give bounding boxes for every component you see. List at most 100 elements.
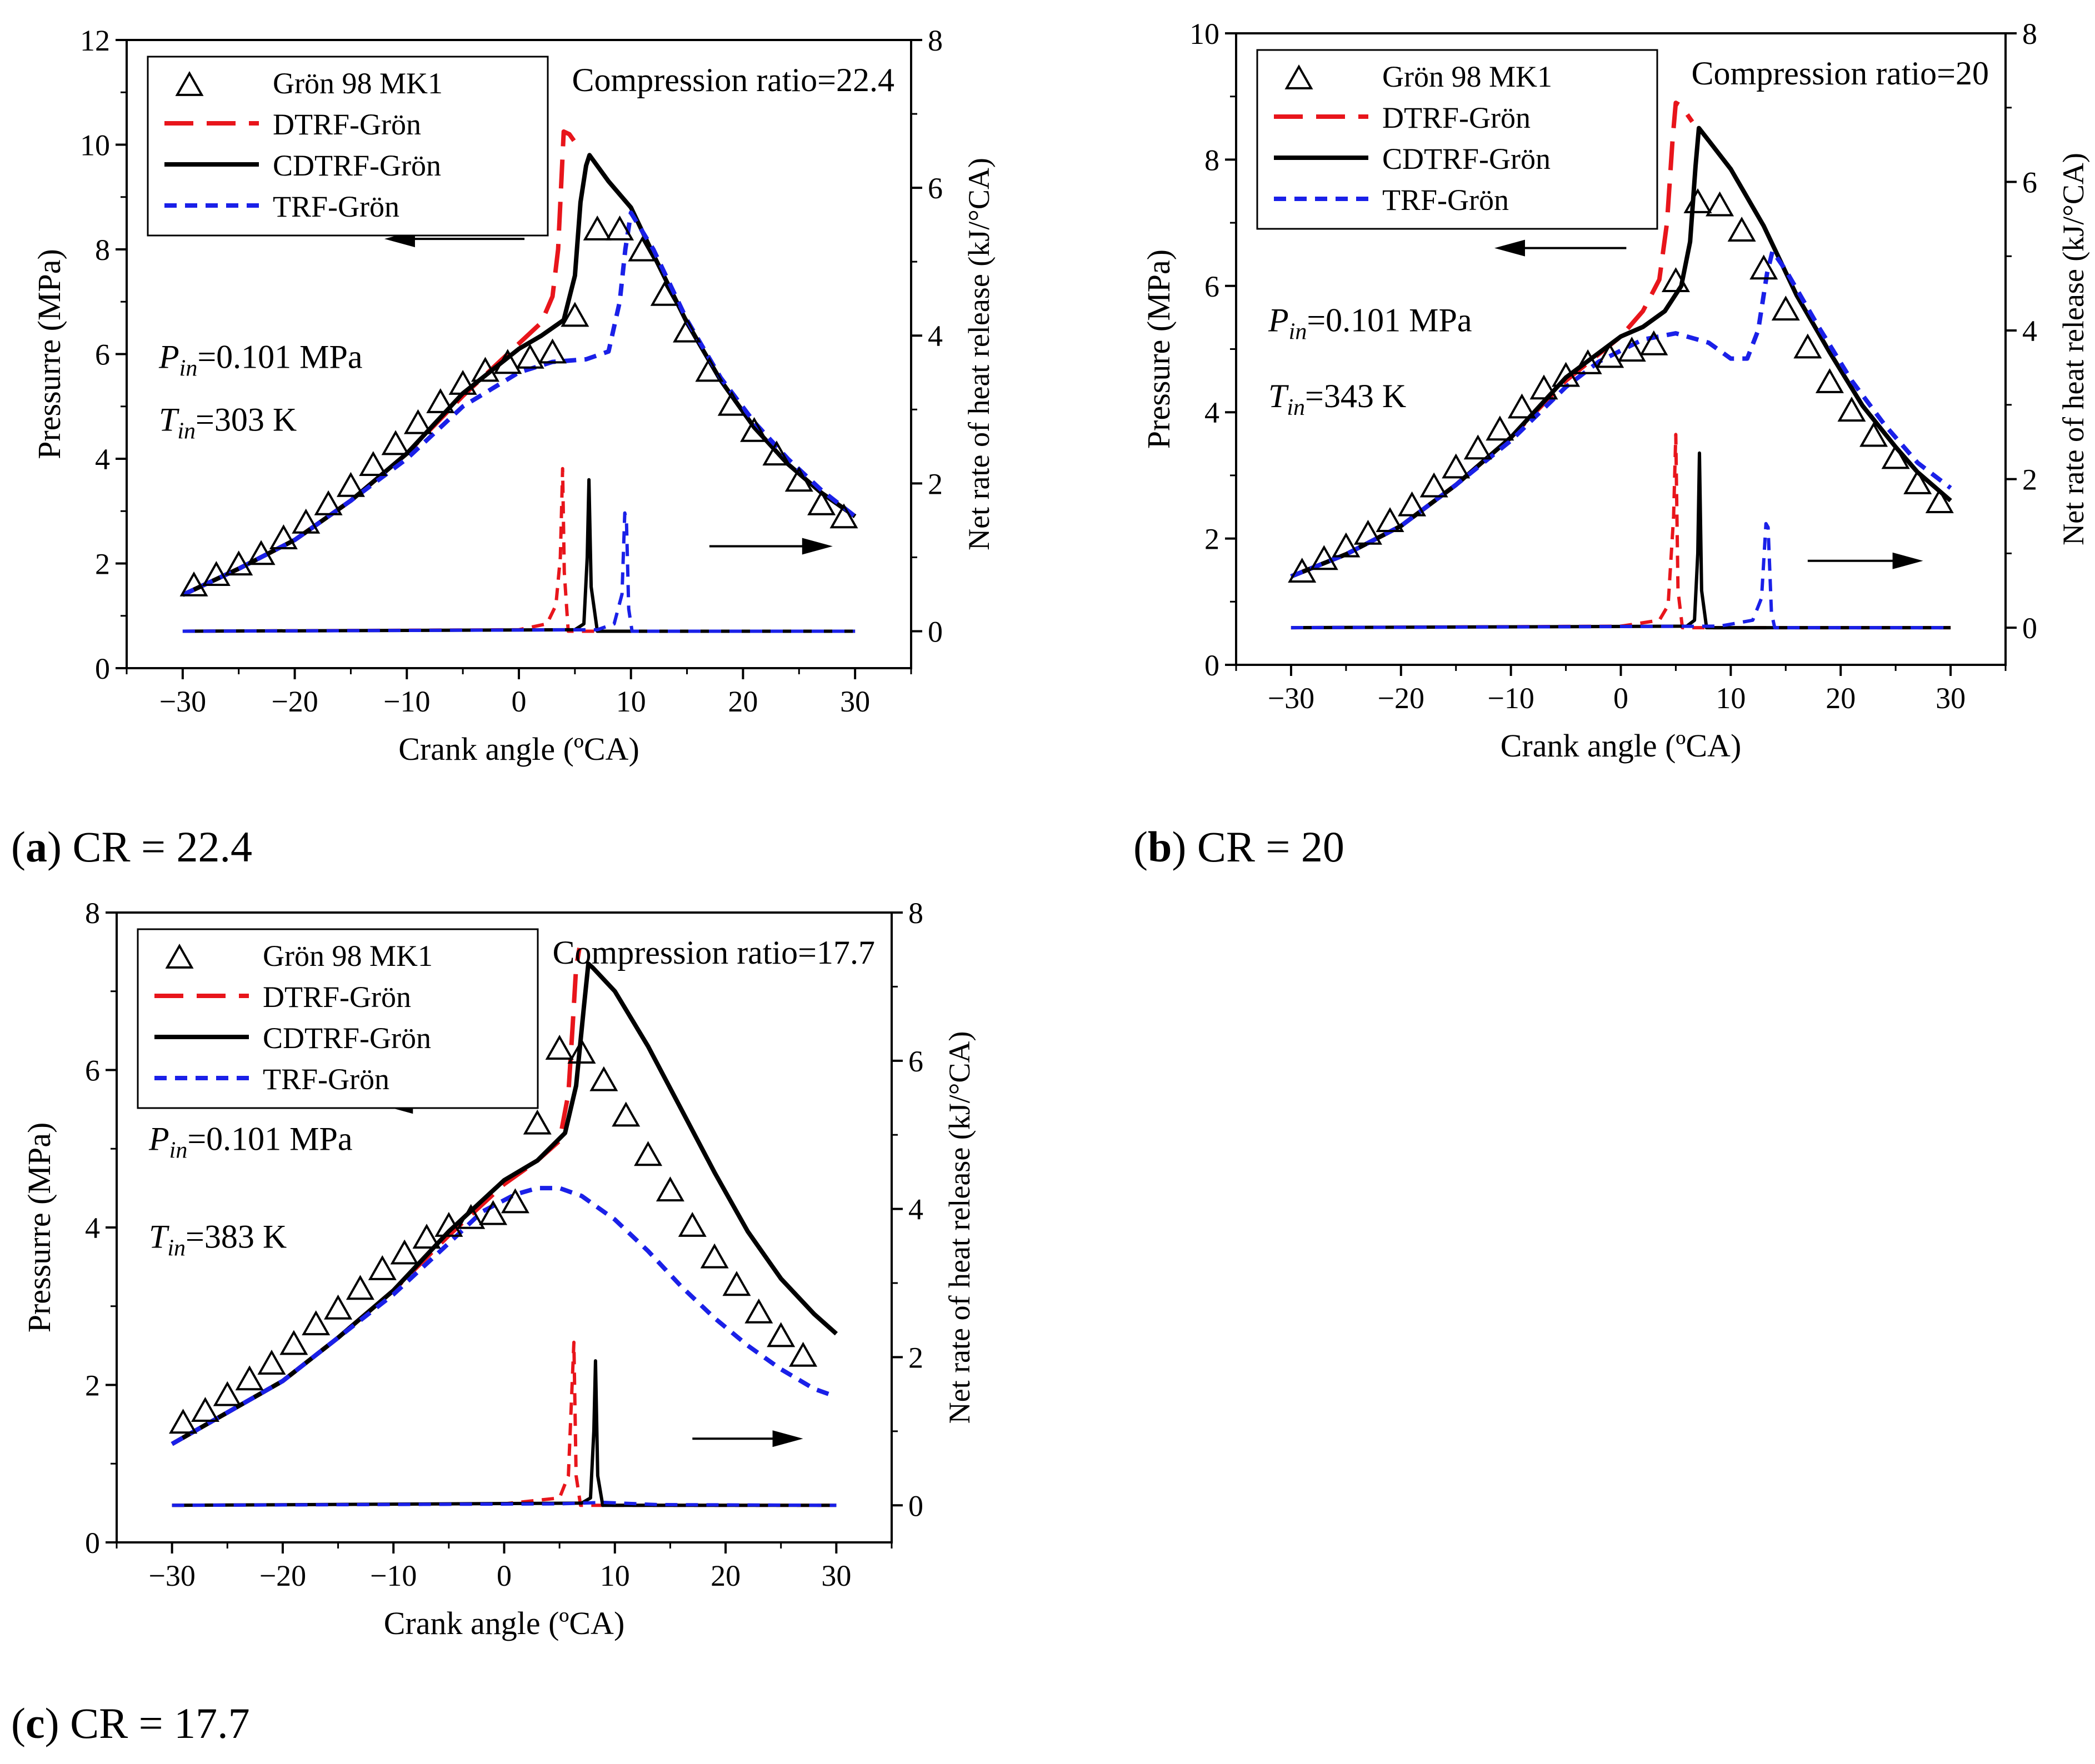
x-tick-label: −30 [148,1559,195,1592]
condition-pressure-value: =0.101 MPa [1307,302,1472,339]
experiment-point [368,1255,397,1280]
condition-pressure: Pin=0.101 MPa [148,1121,353,1164]
x-tick-label: 30 [821,1559,851,1592]
experiment-point [1617,337,1646,362]
y-tick-label: 2 [95,548,110,581]
legend-label: CDTRF-Grön [1382,142,1551,176]
heat-release-line-dtrf-gr-n [182,467,856,633]
panel-b-chart: −30 −20 −10 0 10 20 30 0 2 4 6 8 10 0 2 4 6 8 Crank angle … [1141,17,2090,764]
condition-temperature: Tin=383 K [149,1218,287,1261]
experiment-point [1529,374,1558,400]
y-tick-label: 8 [95,233,110,267]
condition-pressure: Pin=0.101 MPa [1268,302,1472,345]
experiment-point [1353,519,1382,545]
legend-label: Grön 98 MK1 [1382,60,1552,93]
condition-temperature-subscript: in [177,419,196,444]
x-tick-label: 0 [1613,681,1628,715]
y2-tick-label: 2 [2022,463,2037,497]
legend-label: TRF-Grön [1382,183,1509,217]
condition-temperature-value: =343 K [1305,378,1406,414]
experiment-point [717,390,746,416]
y-tick-label: 8 [1204,143,1219,177]
y-tick-label: 2 [85,1369,100,1402]
pressure-line-cdtrf-gr-n [1290,126,1952,579]
legend-marker-triangle [175,71,204,96]
experiment-point [412,1224,441,1249]
experiment-point [1552,362,1581,387]
experiment-point [561,302,589,327]
condition-temperature: Tin=343 K [1268,378,1406,420]
y-tick-label: 6 [95,338,110,372]
caption-a: (a) CR = 22.4 [11,823,253,871]
y-tick-label: 10 [1189,17,1219,51]
experiment-point [169,1409,198,1434]
experiment-point [202,561,231,586]
condition-pressure: Pin=0.101 MPa [158,339,363,382]
y2-tick-label: 6 [2022,166,2037,199]
experiment-point [1376,507,1404,533]
condition-pressure-subscript: in [1289,319,1307,345]
heat-release-line-dtrf-gr-n [1291,433,1951,630]
x-tick-label: −10 [383,685,430,718]
y2-axis-label: Net rate of heat release (kJ/°CA) [2057,153,2090,545]
experiment-point [673,317,702,343]
legend-marker-triangle [1284,64,1313,89]
y2-tick-label: 0 [928,615,943,648]
condition-temperature-symbol: T [1268,378,1289,414]
experiment-point [1683,188,1712,213]
y2-tick-label: 0 [908,1489,923,1522]
y-tick-label: 10 [80,129,110,162]
x-tick-label: 0 [497,1559,512,1592]
experiment-point [1596,343,1624,368]
x-tick-label: −10 [370,1559,417,1592]
condition-temperature-symbol: T [159,402,179,438]
experiment-point [426,388,455,413]
x-tick-label: 20 [711,1559,741,1592]
caption-c: (c) CR = 17.7 [11,1699,250,1747]
y-axis-label: Pressurre (MPa) [21,1122,57,1333]
arrow-head-left [1494,239,1525,257]
condition-pressure-symbol: P [1268,302,1289,339]
x-tick-label: −20 [271,685,318,718]
pressure-line-cdtrf-gr-n [171,961,838,1446]
experiment-point [538,338,567,364]
heat-release-line-trf-gr-n [182,511,856,633]
legend-marker-triangle [165,943,194,969]
experiment-point [336,472,365,497]
experiment-point [784,467,813,492]
experiment-point [359,451,388,477]
y2-axis-label: Net rate of heat release (kJ/°CA) [962,158,996,550]
condition-pressure-symbol: P [148,1121,169,1157]
condition-temperature: Tin=303 K [159,402,297,444]
experiment-point [390,1239,419,1265]
y2-tick-label: 4 [928,319,943,353]
y2-tick-label: 6 [928,172,943,205]
experiment-point [612,1101,641,1127]
panel-a-chart: −30 −20 −10 0 10 20 30 0 2 4 6 8 10 12 0 2 4 6 8 Crank angl… [31,24,996,767]
pressure-line-trf-gr-n [182,211,857,597]
x-tick-label: 0 [512,685,527,718]
experiment-point [1837,397,1866,422]
plot-area [169,948,838,1507]
caption-c-text: CR = 17.7 [70,1699,250,1747]
y2-axis-label: Net rate of heat release (kJ/°CA) [943,1031,976,1424]
experiment-point [1815,368,1844,393]
experiment-point [1793,333,1822,359]
experiment-point [179,571,208,597]
y-tick-label: 0 [95,652,110,685]
experiment-point [1288,558,1317,583]
y-tick-label: 12 [80,24,110,57]
experiment-point [314,490,343,515]
condition-temperature-subscript: in [1287,395,1305,420]
y-tick-label: 0 [1204,649,1219,682]
experiment-point [1442,453,1471,479]
experiment-point [762,440,791,466]
experiment-point [1771,295,1800,321]
experiment-point [656,1176,684,1202]
experiment-point [1419,472,1448,498]
experiment-point [1859,422,1888,447]
y-tick-label: 4 [1204,396,1219,429]
experiment-point [829,503,858,529]
heat-release-line-cdtrf-gr-n [172,1359,837,1507]
caption-a-letter: a [25,823,47,871]
